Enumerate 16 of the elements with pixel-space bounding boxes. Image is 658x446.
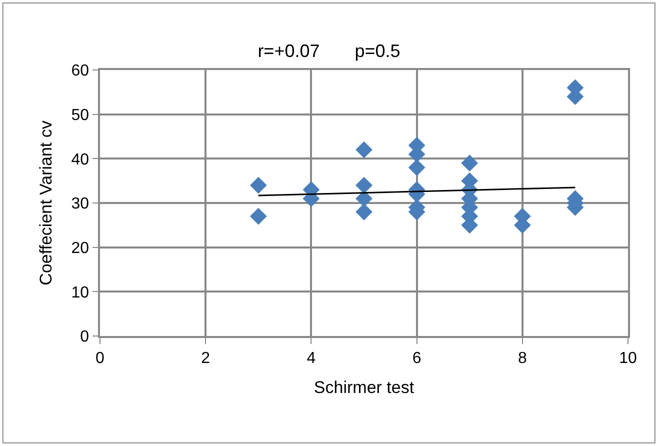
y-axis-title: Coeffecient Variant cv (36, 120, 56, 286)
y-tick-label: 50 (71, 106, 90, 124)
x-axis-title: Schirmer test (314, 378, 414, 397)
y-tick-label: 0 (80, 328, 90, 346)
x-tick-label: 2 (201, 350, 210, 367)
y-tick-label: 60 (71, 62, 90, 80)
x-tick-label: 10 (619, 350, 637, 367)
x-tick-label: 6 (412, 350, 422, 367)
y-tick-label: 30 (71, 196, 90, 213)
chart-title: r=+0.07 p=0.5 (258, 41, 400, 62)
x-tick-label: 4 (306, 350, 316, 367)
x-tick-label: 8 (518, 350, 527, 367)
y-tick-label: 40 (71, 151, 90, 168)
y-tick-label: 10 (71, 284, 90, 302)
y-tick-label: 20 (71, 240, 90, 257)
x-tick-label: 0 (96, 350, 105, 367)
